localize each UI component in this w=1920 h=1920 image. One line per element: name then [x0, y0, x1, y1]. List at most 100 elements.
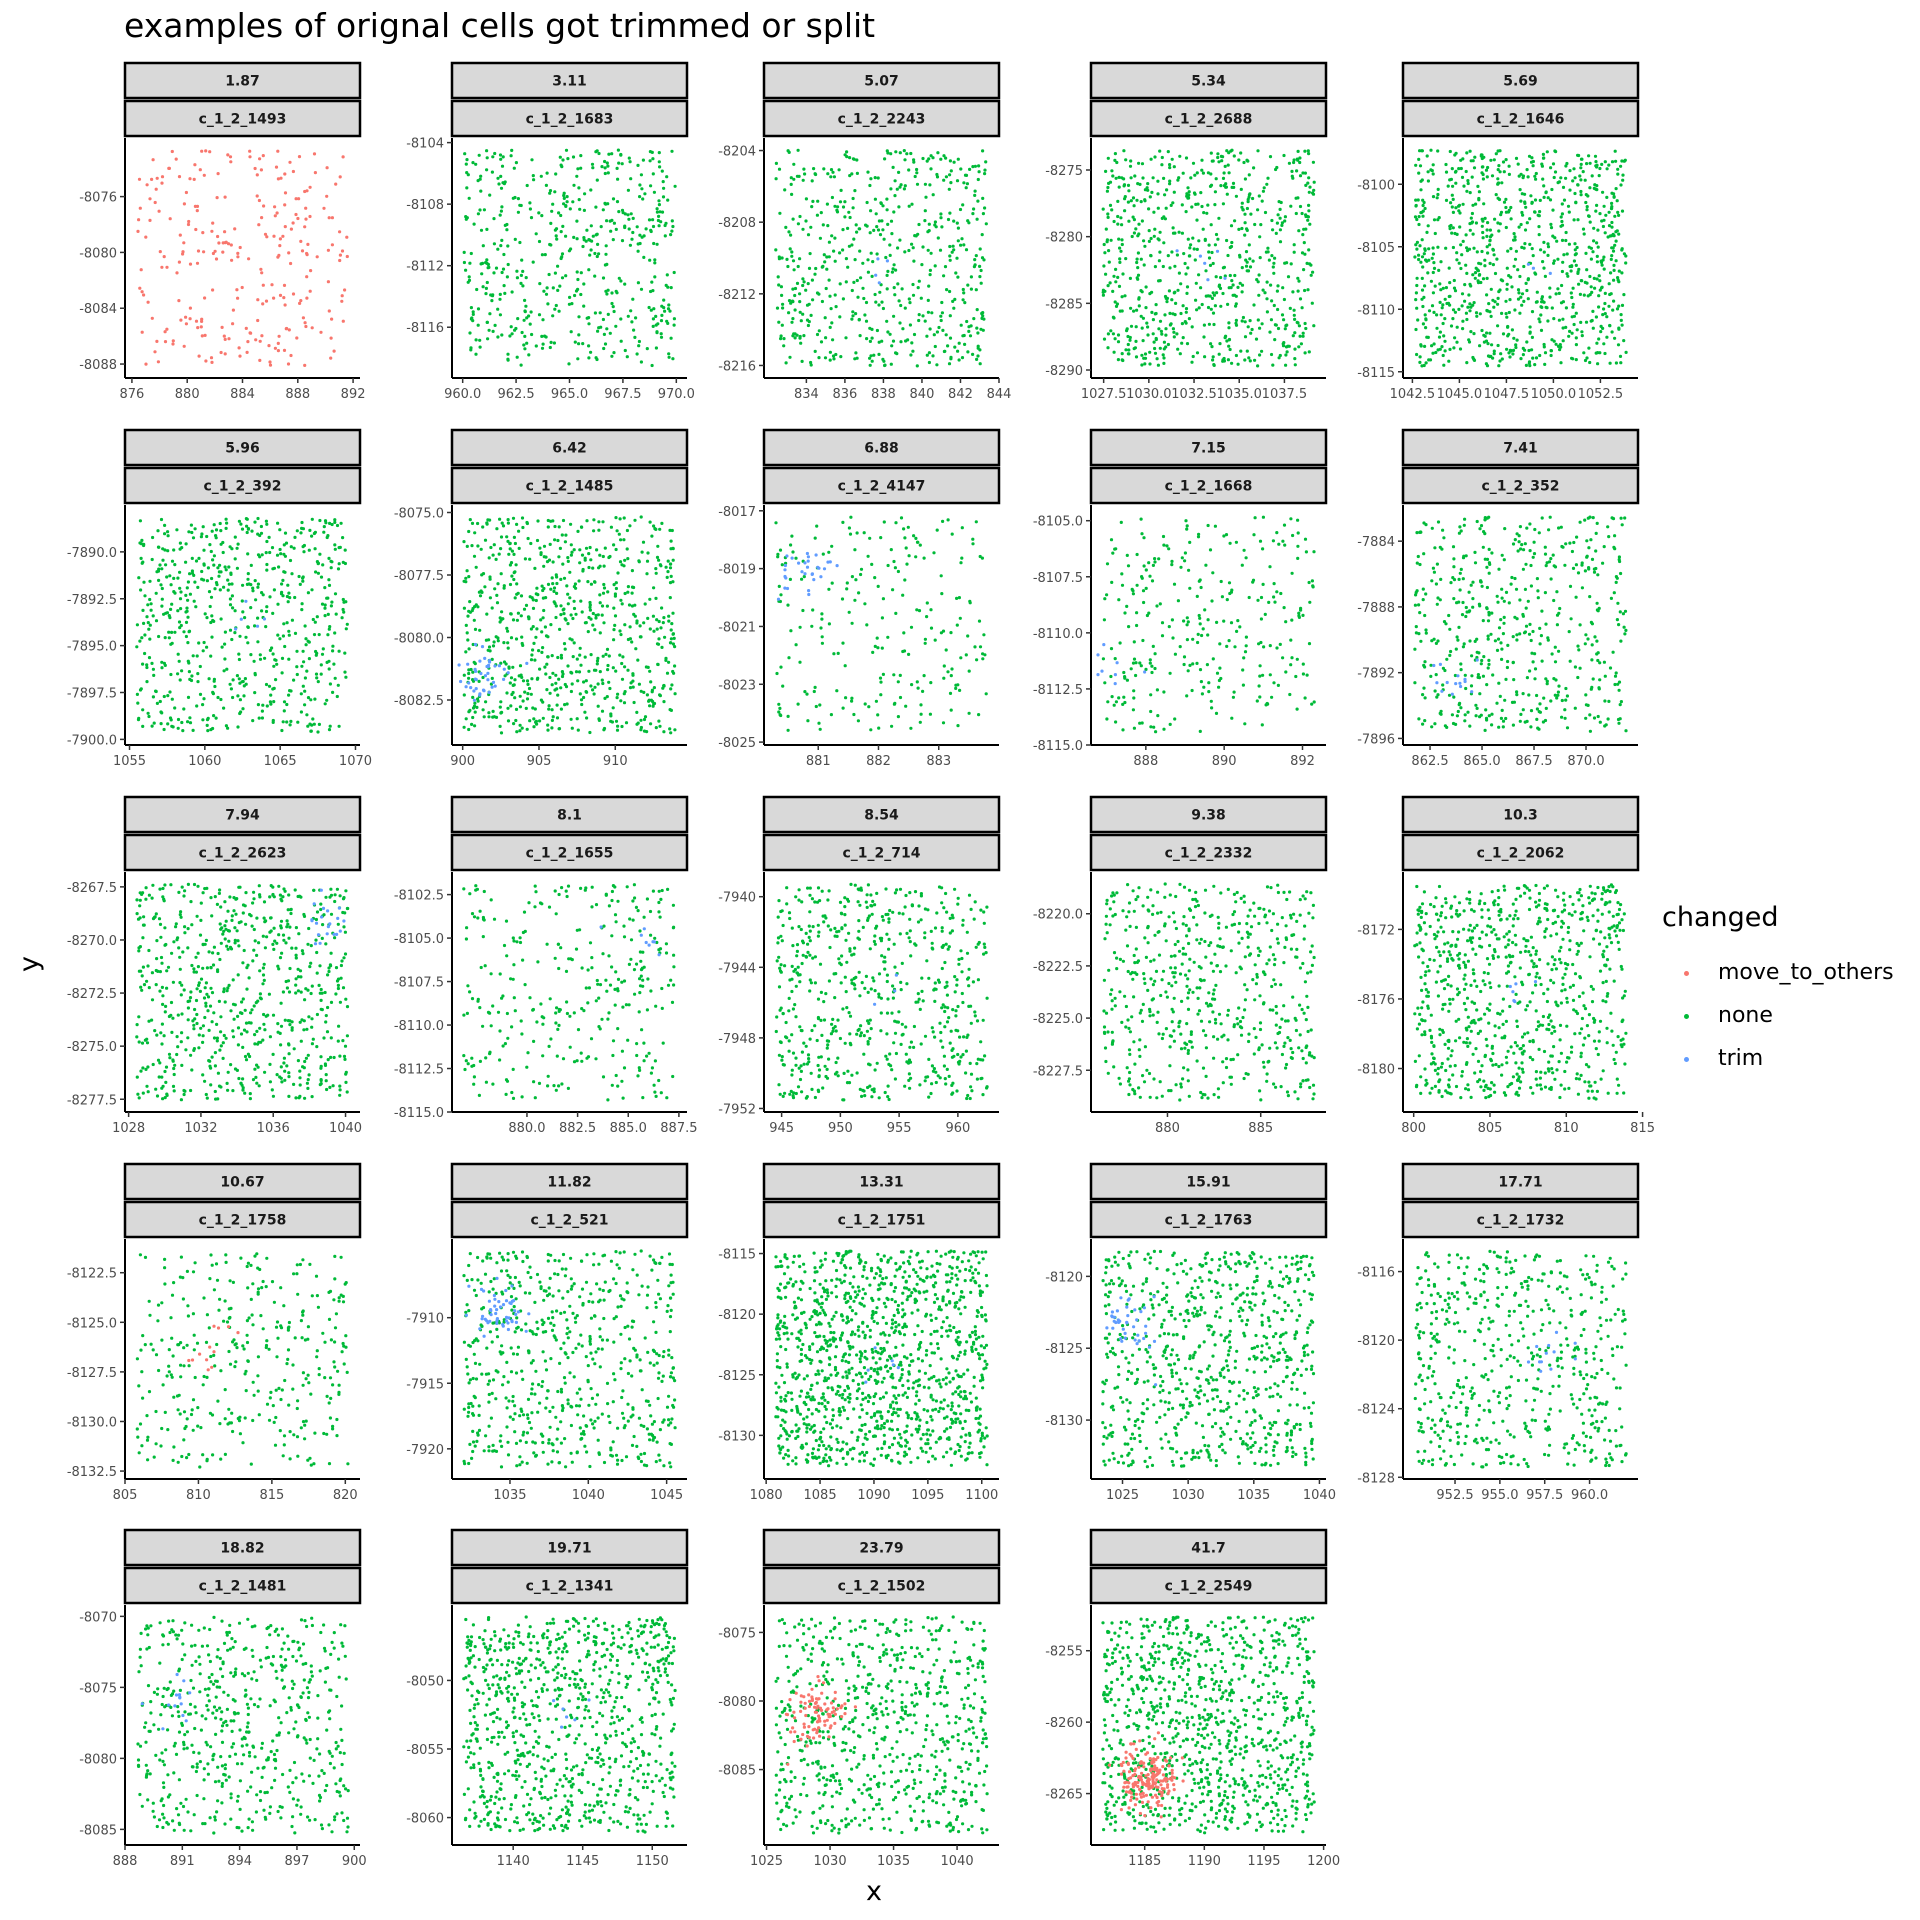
point-none — [1601, 327, 1604, 330]
point-none — [244, 636, 247, 639]
point-none — [241, 707, 244, 710]
point-move_to_others — [287, 251, 290, 254]
point-none — [1158, 150, 1161, 153]
point-trim — [807, 560, 810, 563]
point-none — [1108, 261, 1111, 264]
point-trim — [800, 570, 803, 573]
points — [463, 149, 677, 368]
point-none — [642, 621, 645, 624]
point-none — [822, 553, 825, 556]
point-none — [1102, 264, 1105, 267]
point-none — [1264, 211, 1267, 214]
point-none — [1106, 346, 1109, 349]
point-none — [526, 728, 529, 731]
point-none — [552, 590, 555, 593]
point-none — [289, 720, 292, 723]
point-none — [654, 597, 657, 600]
point-none — [1439, 331, 1442, 334]
point-none — [213, 587, 216, 590]
point-none — [1614, 150, 1617, 153]
point-none — [318, 723, 321, 726]
y-tick-label: -8275 — [1045, 164, 1083, 179]
point-move_to_others — [341, 249, 344, 252]
point-none — [967, 330, 970, 333]
point-none — [196, 654, 199, 657]
point-none — [1123, 183, 1126, 186]
point-none — [1178, 231, 1181, 234]
strip-value-label: 5.96 — [225, 441, 260, 457]
point-none — [612, 706, 615, 709]
point-none — [1105, 228, 1108, 231]
point-none — [1198, 306, 1201, 309]
point-none — [962, 298, 965, 301]
point-none — [662, 299, 665, 302]
point-move_to_others — [152, 158, 155, 161]
point-none — [551, 654, 554, 657]
point-none — [925, 615, 928, 618]
point-none — [287, 694, 290, 697]
point-none — [501, 181, 504, 184]
point-none — [480, 262, 483, 265]
point-none — [877, 176, 880, 179]
point-none — [1218, 353, 1221, 356]
point-none — [587, 344, 590, 347]
point-none — [830, 168, 833, 171]
point-none — [538, 313, 541, 316]
point-none — [1468, 302, 1471, 305]
point-move_to_others — [309, 186, 312, 189]
point-move_to_others — [278, 244, 281, 247]
point-none — [1559, 225, 1562, 228]
point-none — [229, 629, 232, 632]
x-tick-label: 842 — [948, 387, 973, 402]
point-none — [1442, 364, 1445, 367]
point-none — [1117, 340, 1120, 343]
point-none — [1611, 330, 1614, 333]
point-none — [1542, 184, 1545, 187]
point-none — [869, 364, 872, 367]
point-none — [168, 614, 171, 617]
point-none — [471, 696, 474, 699]
point-none — [1471, 273, 1474, 276]
point-none — [229, 597, 232, 600]
point-none — [540, 335, 543, 338]
point-none — [1478, 344, 1481, 347]
point-trim — [486, 672, 489, 675]
point-none — [779, 714, 782, 717]
point-none — [1570, 296, 1573, 299]
point-none — [784, 226, 787, 229]
point-none — [1207, 250, 1210, 253]
x-tick-label: 884 — [230, 387, 255, 402]
point-none — [566, 593, 569, 596]
point-none — [265, 569, 268, 572]
point-none — [1219, 184, 1222, 187]
point-none — [1167, 150, 1170, 153]
point-none — [1304, 322, 1307, 325]
point-none — [583, 192, 586, 195]
point-none — [863, 313, 866, 316]
point-none — [237, 543, 240, 546]
point-none — [890, 232, 893, 235]
point-none — [1487, 302, 1490, 305]
point-none — [1444, 247, 1447, 250]
point-none — [513, 678, 516, 681]
point-none — [556, 289, 559, 292]
point-none — [1136, 266, 1139, 269]
point-none — [525, 604, 528, 607]
point-none — [556, 716, 559, 719]
point-none — [1281, 540, 1284, 543]
point-none — [476, 605, 479, 608]
point-none — [151, 725, 154, 728]
point-none — [1237, 158, 1240, 161]
point-none — [236, 547, 239, 550]
point-none — [1614, 160, 1617, 163]
point-none — [1513, 265, 1516, 268]
point-none — [1617, 214, 1620, 217]
point-none — [466, 216, 469, 219]
point-none — [977, 345, 980, 348]
point-none — [485, 287, 488, 290]
point-none — [891, 271, 894, 274]
point-none — [1144, 306, 1147, 309]
point-none — [1594, 160, 1597, 163]
point-none — [1598, 174, 1601, 177]
point-none — [670, 575, 673, 578]
